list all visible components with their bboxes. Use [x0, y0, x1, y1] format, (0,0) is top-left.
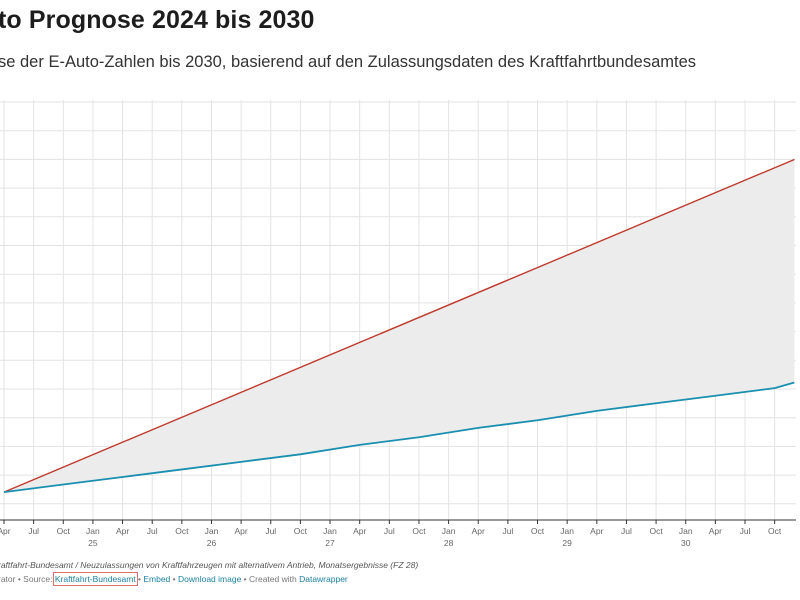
chart-subtitle: se der E-Auto-Zahlen bis 2030, basierend…: [0, 53, 697, 71]
datawrapper-link[interactable]: Datawrapper: [299, 574, 348, 584]
x-year-label: 29: [562, 538, 572, 548]
x-year-label: 28: [444, 538, 454, 548]
x-tick-label: Jul: [740, 526, 751, 536]
x-tick-label: Oct: [412, 526, 426, 536]
x-tick-label: Jan: [679, 526, 693, 536]
x-tick-label: Jul: [28, 526, 39, 536]
x-tick-label: Jan: [205, 526, 219, 536]
x-tick-label: Apr: [116, 526, 129, 536]
x-year-label: 26: [207, 538, 217, 548]
download-image-link[interactable]: Download image: [177, 574, 242, 584]
x-tick-label: Oct: [531, 526, 545, 536]
source-notes: raftfahrt-Bundesamt / Neuzulassungen von…: [0, 560, 419, 570]
x-tick-label: Jan: [323, 526, 337, 536]
x-year-label: 25: [88, 538, 98, 548]
x-tick-label: Jan: [86, 526, 100, 536]
credit-prefix: rator • Source:: [0, 574, 55, 584]
x-tick-label: Apr: [472, 526, 485, 536]
embed-link[interactable]: Embed: [143, 574, 171, 584]
separator: •: [170, 574, 178, 584]
x-tick-label: Oct: [175, 526, 189, 536]
forecast-line: [3, 381, 795, 493]
x-tick-label: Jul: [621, 526, 632, 536]
x-tick-label: Oct: [649, 526, 663, 536]
x-tick-label: Apr: [353, 526, 366, 536]
x-tick-label: Jan: [560, 526, 574, 536]
x-tick-label: Oct: [768, 526, 782, 536]
x-tick-label: Oct: [294, 526, 308, 536]
x-tick-label: Jul: [265, 526, 276, 536]
created-with-text: • Created with: [241, 574, 300, 584]
x-tick-label: Apr: [709, 526, 722, 536]
separator: •: [135, 574, 144, 584]
x-tick-label: Jul: [502, 526, 513, 536]
x-year-label: 27: [325, 538, 335, 548]
x-year-label: 30: [681, 538, 691, 548]
x-tick-label: Jul: [384, 526, 395, 536]
x-tick-label: Jul: [147, 526, 158, 536]
target-line: [3, 158, 795, 493]
x-tick-label: Apr: [590, 526, 603, 536]
x-tick-label: Apr: [0, 526, 11, 536]
chart-title: to Prognose 2024 bis 2030: [0, 6, 315, 34]
x-tick-label: Oct: [57, 526, 71, 536]
x-tick-label: Apr: [235, 526, 248, 536]
source-link[interactable]: Kraftfahrt-Bundesamt: [52, 572, 138, 586]
x-tick-label: Jan: [442, 526, 456, 536]
credits-footer: rator • Source: Kraftfahrt-Bundesamt • E…: [0, 572, 348, 586]
